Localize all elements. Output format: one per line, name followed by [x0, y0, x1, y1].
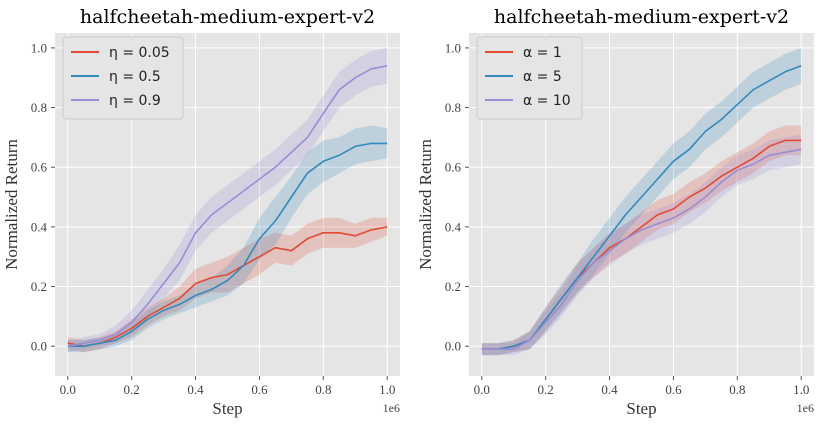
- x-tick-label: 0.0: [60, 382, 76, 397]
- y-tick-label: 0.0: [31, 339, 47, 354]
- x-tick-label: 0.4: [601, 382, 618, 397]
- band-series-1: [481, 47, 802, 356]
- legend-box: [62, 36, 184, 120]
- x-axis-offset-label: 1e6: [797, 401, 814, 415]
- series-lines: [481, 65, 802, 351]
- x-tick-label: 1.0: [793, 382, 809, 397]
- ticks: 0.0 0.2 0.4 0.6 0.8 1.0 0.0 0.2 0.4 0.6 0.8 1.0: [445, 40, 810, 397]
- x-tick-label: 0.8: [315, 382, 331, 397]
- y-tick-label: 0.2: [31, 279, 47, 294]
- ticks: 0.0 0.2 0.4 0.6 0.8 1.0 0.0 0.2 0.4 0.6 0.8 1.0: [31, 40, 396, 397]
- x-tick-label: 0.6: [251, 382, 268, 397]
- y-tick-label: 1.0: [31, 40, 47, 55]
- y-tick-label: 0.4: [31, 219, 48, 234]
- y-tick-label: 0.6: [31, 160, 48, 175]
- band-series-1: [67, 125, 388, 353]
- legend-label-alpha-5: α = 5: [523, 69, 562, 85]
- x-axis-label: Step: [212, 399, 242, 418]
- y-tick-label: 0.6: [445, 160, 462, 175]
- band-series-2: [481, 134, 802, 356]
- y-axis-label: Normalized Return: [416, 139, 435, 270]
- x-tick-label: 0.4: [187, 382, 204, 397]
- y-tick-label: 0.8: [445, 100, 461, 115]
- legend-box: [476, 36, 583, 120]
- chart-right: 0.0 0.2 0.4 0.6 0.8 1.0 0.0 0.2 0.4 0.6 0.8 1.0 hal…: [416, 6, 814, 418]
- y-tick-label: 1.0: [445, 40, 461, 55]
- x-tick-label: 0.2: [124, 382, 140, 397]
- chart-left: 0.0 0.2 0.4 0.6 0.8 1.0 0.0 0.2 0.4 0.6 0.8 1.0 hal…: [2, 6, 400, 418]
- y-tick-label: 0.2: [445, 279, 461, 294]
- line-series-1: [67, 142, 388, 348]
- legend: η = 0.05 η = 0.5 η = 0.9: [62, 36, 184, 120]
- grid: [55, 33, 400, 376]
- x-tick-label: 0.6: [665, 382, 682, 397]
- x-axis-offset-label: 1e6: [383, 401, 400, 415]
- x-tick-label: 0.0: [474, 382, 490, 397]
- chart-title: halfcheetah-medium-expert-v2: [80, 6, 375, 28]
- legend-label-eta-0.05: η = 0.05: [109, 45, 170, 61]
- y-tick-label: 0.4: [445, 219, 462, 234]
- y-axis-label: Normalized Return: [2, 139, 21, 270]
- x-axis-label: Step: [626, 399, 656, 418]
- x-tick-label: 0.2: [538, 382, 554, 397]
- x-tick-label: 1.0: [379, 382, 395, 397]
- line-series-2: [481, 148, 802, 351]
- legend-label-alpha-1: α = 1: [523, 45, 562, 61]
- line-series-0: [67, 226, 388, 348]
- legend: α = 1 α = 5 α = 10: [476, 36, 583, 120]
- x-tick-label: 0.8: [729, 382, 745, 397]
- legend-label-eta-0.9: η = 0.9: [109, 93, 161, 109]
- y-tick-label: 0.0: [445, 339, 461, 354]
- chart-title: halfcheetah-medium-expert-v2: [494, 6, 789, 28]
- legend-label-alpha-10: α = 10: [523, 93, 571, 109]
- y-tick-label: 0.8: [31, 100, 47, 115]
- line-series-2: [67, 65, 388, 347]
- legend-label-eta-0.5: η = 0.5: [109, 69, 161, 85]
- series-lines: [67, 65, 388, 348]
- band-series-2: [67, 47, 388, 353]
